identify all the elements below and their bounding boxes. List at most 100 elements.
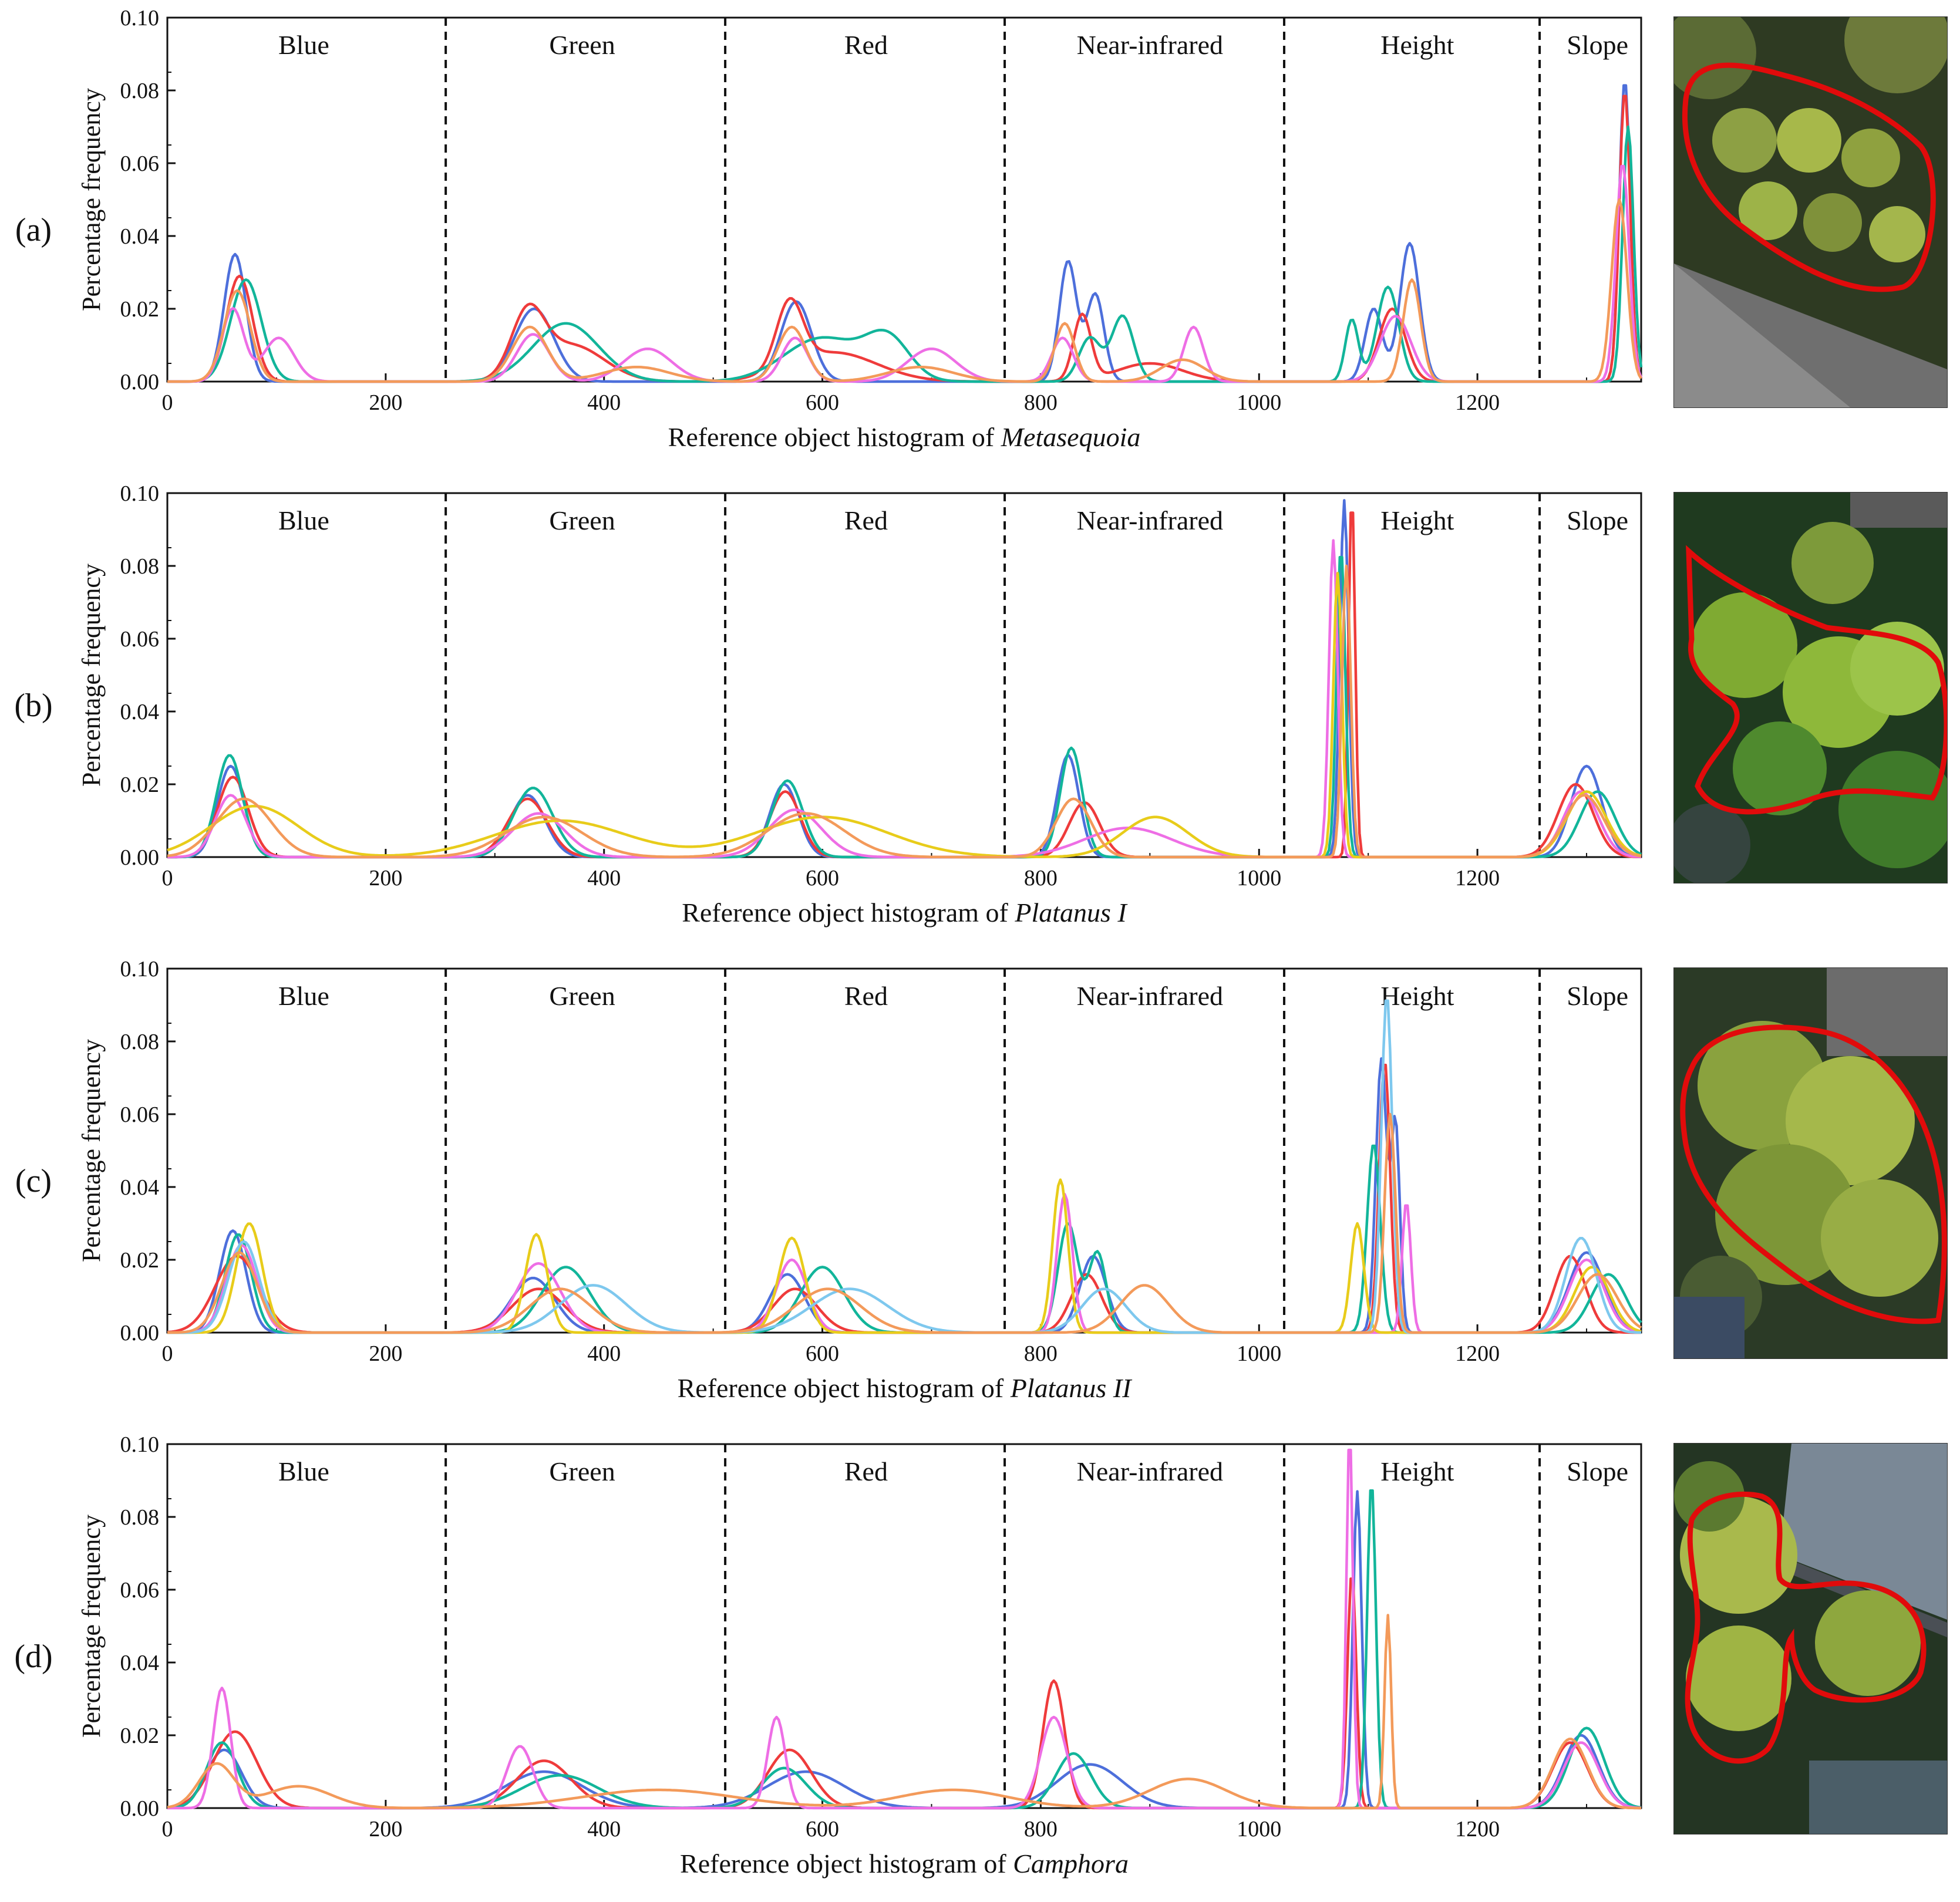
x-tick-label: 0 (162, 390, 173, 415)
y-tick-label: 0.04 (120, 224, 160, 249)
y-tick-label: 0.04 (120, 1651, 160, 1675)
platanus-ii-aerial-thumbnail-icon (1673, 967, 1948, 1359)
y-tick-label: 0.00 (120, 370, 160, 394)
y-tick-label: 0.06 (120, 151, 160, 176)
y-tick-label: 0.00 (120, 1321, 160, 1345)
section-title: Red (844, 505, 888, 535)
x-tick-label: 600 (806, 1341, 839, 1366)
y-axis-label: Percentage frequency (77, 1039, 106, 1262)
section-title: Red (844, 981, 888, 1011)
x-tick-label: 200 (369, 1341, 402, 1366)
section-title: Height (1380, 505, 1454, 535)
x-tick-label: 1200 (1455, 1341, 1500, 1366)
series-line-s6 (167, 999, 1641, 1334)
section-title: Slope (1567, 981, 1628, 1011)
series-line-s3 (167, 1489, 1642, 1810)
series-line-s1 (167, 84, 1643, 383)
series-line-s5 (167, 1614, 1642, 1810)
x-tick-label: 1200 (1455, 390, 1500, 415)
y-tick-label: 0.08 (120, 554, 160, 579)
x-axis-label-prefix: Reference object histogram of (668, 422, 1001, 452)
y-tick-label: 0.02 (120, 773, 160, 797)
x-tick-label: 0 (162, 866, 173, 891)
y-tick-label: 0.10 (120, 1432, 160, 1457)
x-tick-label: 200 (369, 1817, 402, 1842)
x-axis-label-species: Platanus I (1014, 898, 1128, 928)
series-line-s5 (167, 572, 1642, 859)
x-axis-label: Reference object histogram of Camphora (680, 1849, 1129, 1879)
x-tick-label: 200 (369, 866, 402, 891)
panel-label: (d) (14, 1638, 53, 1675)
y-tick-label: 0.04 (120, 1175, 160, 1200)
section-title: Green (549, 981, 615, 1011)
section-title: Near-infrared (1077, 1456, 1223, 1486)
y-tick-label: 0.08 (120, 1030, 160, 1054)
metasequoia-aerial-thumbnail-icon (1673, 16, 1948, 408)
x-tick-label: 400 (587, 1341, 621, 1366)
series-line-s3 (167, 1144, 1642, 1334)
x-tick-label: 0 (162, 1817, 173, 1842)
x-tick-label: 800 (1024, 1817, 1058, 1842)
series-line-s1 (167, 499, 1642, 859)
section-title: Near-infrared (1077, 981, 1223, 1011)
histogram-chart: 0.00 0.02 0.04 0.06 0.08 0.10 0 200 400 600 800 100… (77, 0, 1643, 452)
section-title: Height (1380, 1456, 1454, 1486)
section-title: Green (549, 505, 615, 535)
series-line-s1 (167, 1490, 1642, 1810)
y-axis-label: Percentage frequency (77, 88, 106, 311)
section-title: Height (1380, 981, 1454, 1011)
series-line-s1 (167, 1057, 1642, 1334)
series-line-s2 (167, 511, 1642, 859)
section-title: Slope (1567, 505, 1628, 535)
x-tick-label: 1200 (1455, 866, 1500, 891)
section-title: Slope (1567, 1456, 1628, 1486)
series-line-s7 (167, 1112, 1642, 1334)
x-tick-label: 1200 (1455, 1817, 1500, 1842)
histogram-chart: 0.00 0.02 0.04 0.06 0.08 0.10 0 200 400 600 800 100… (77, 1426, 1642, 1879)
y-tick-label: 0.10 (120, 957, 160, 982)
series-line-s3 (167, 555, 1642, 859)
series-line-s4 (167, 1448, 1642, 1810)
section-title: Slope (1567, 30, 1628, 60)
x-tick-label: 400 (587, 390, 621, 415)
x-tick-label: 1000 (1237, 1341, 1281, 1366)
y-tick-label: 0.10 (120, 6, 160, 31)
y-tick-label: 0.06 (120, 1578, 160, 1603)
y-tick-label: 0.08 (120, 79, 160, 103)
y-tick-label: 0.06 (120, 627, 160, 652)
plot-frame (166, 967, 1642, 1334)
x-axis-label: Reference object histogram of Metasequoi… (668, 422, 1141, 452)
x-axis-label-prefix: Reference object histogram of (682, 898, 1015, 928)
series-line-s4 (167, 539, 1642, 859)
series-line-s6 (167, 564, 1642, 859)
section-title: Near-infrared (1077, 505, 1223, 535)
x-tick-label: 600 (806, 866, 839, 891)
section-title: Red (844, 30, 888, 60)
y-tick-label: 0.06 (120, 1102, 160, 1127)
camphora-aerial-thumbnail-icon (1673, 1443, 1948, 1834)
section-title: Blue (278, 30, 329, 60)
panel-label: (c) (15, 1163, 52, 1199)
series-line-s3 (167, 125, 1643, 383)
x-tick-label: 1000 (1237, 390, 1281, 415)
panel-label: (a) (15, 212, 52, 248)
plot-frame (166, 16, 1642, 383)
x-tick-label: 0 (162, 1341, 173, 1366)
x-tick-label: 800 (1024, 390, 1058, 415)
x-axis-label: Reference object histogram of Platanus I (682, 898, 1128, 928)
section-title: Green (549, 1456, 615, 1486)
series-line-s2 (167, 1577, 1641, 1810)
x-axis-label-species: Metasequoia (1001, 422, 1141, 452)
x-tick-label: 800 (1024, 866, 1058, 891)
section-title: Red (844, 1456, 888, 1486)
section-title: Green (549, 30, 615, 60)
y-tick-label: 0.00 (120, 1796, 160, 1821)
histogram-chart: 0.00 0.02 0.04 0.06 0.08 0.10 0 200 400 600 800 100… (77, 951, 1642, 1403)
section-title: Blue (278, 505, 329, 535)
y-tick-label: 0.04 (120, 700, 160, 724)
x-tick-label: 1000 (1237, 866, 1281, 891)
x-axis-label-species: Camphora (1013, 1849, 1129, 1879)
y-tick-label: 0.02 (120, 1248, 160, 1273)
x-tick-label: 600 (806, 390, 839, 415)
section-title: Near-infrared (1077, 30, 1223, 60)
